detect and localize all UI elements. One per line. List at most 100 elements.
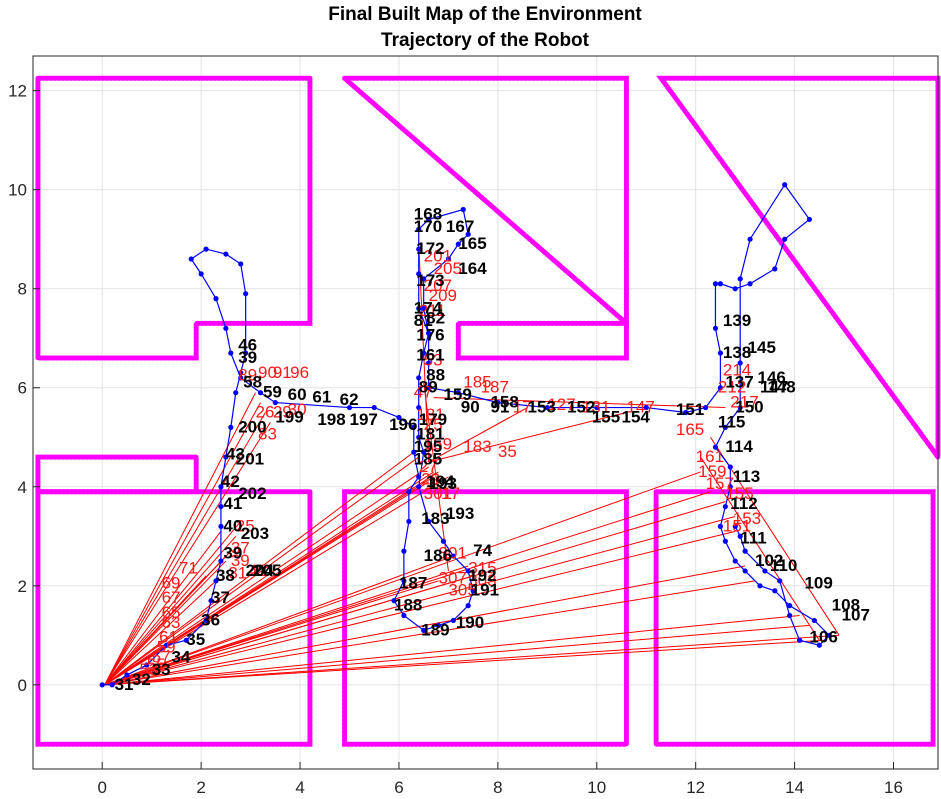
landmark-line <box>104 575 207 686</box>
trajectory-point <box>223 251 229 257</box>
landmark-line <box>104 451 415 686</box>
trajectory-point <box>406 489 412 495</box>
landmark-label: 53 <box>424 350 443 369</box>
landmark-label: 29 <box>273 402 292 421</box>
x-tick-label: 6 <box>394 778 403 797</box>
pose-label: 109 <box>804 573 832 592</box>
landmark-label: 25 <box>236 516 255 535</box>
landmark-line <box>104 580 756 686</box>
pose-label: 200 <box>238 417 266 436</box>
pose-label: 152 <box>567 398 595 417</box>
trajectory-point <box>188 256 194 262</box>
landmark-line <box>104 560 227 686</box>
landmark-label: 59 <box>157 638 176 657</box>
trajectory-point <box>218 503 224 510</box>
y-tick-label: 8 <box>18 280 27 299</box>
trajectory-point <box>198 271 204 277</box>
landmark-label: 127 <box>547 395 575 414</box>
y-tick-label: 12 <box>8 82 27 101</box>
trajectory-point <box>421 276 427 282</box>
landmark-line <box>104 471 701 686</box>
landmark-line <box>104 535 237 686</box>
trajectory-point <box>213 296 219 302</box>
landmark-line <box>104 555 454 686</box>
pose-label: 165 <box>458 234 486 253</box>
landmark-label: 165 <box>676 420 704 439</box>
trajectory-point <box>421 350 427 356</box>
pose-label: 201 <box>236 449 264 468</box>
pose-label: 88 <box>426 365 445 384</box>
pose-label: 161 <box>416 346 444 365</box>
landmark-line <box>428 407 528 463</box>
trajectory-point <box>421 449 427 455</box>
map-wall-bottom-right-room <box>653 489 936 747</box>
pose-label: 179 <box>419 410 447 429</box>
pose-label: 172 <box>416 239 444 258</box>
pose-label: 90 <box>461 398 480 417</box>
trajectory-point <box>406 518 412 525</box>
pose-label: 42 <box>221 472 240 491</box>
pose-label: 108 <box>832 596 860 615</box>
landmark-label: 301 <box>424 484 452 503</box>
landmark-line <box>104 634 840 686</box>
landmark-line <box>104 466 429 686</box>
pose-label: 189 <box>421 620 449 639</box>
landmark-label: 151 <box>723 516 751 535</box>
pose-label: 188 <box>394 596 422 615</box>
trajectory-point <box>109 682 115 688</box>
pose-label: 187 <box>399 573 427 592</box>
landmark-label: 131 <box>582 398 610 417</box>
pose-label: 41 <box>223 494 242 513</box>
pose-label: 82 <box>426 308 445 327</box>
trajectory-point <box>144 662 150 668</box>
x-tick-label: 10 <box>587 778 606 797</box>
landmark-label: 205 <box>434 259 462 278</box>
map-wall-bottom-left-room <box>35 489 313 747</box>
trajectory-point <box>346 404 353 411</box>
pose-label: 114 <box>725 437 753 456</box>
trajectory-point <box>465 231 471 237</box>
trajectory-point <box>742 568 748 574</box>
pose-label: 145 <box>748 338 776 357</box>
pose-label: 193 <box>446 504 474 523</box>
pose-label: 102 <box>755 551 783 570</box>
landmark-line <box>104 531 222 686</box>
pose-label: 137 <box>725 373 753 392</box>
landmark-label: 214 <box>723 360 751 379</box>
trajectory-point <box>411 449 417 455</box>
landmark-label: 157 <box>706 474 734 493</box>
trajectory-point <box>742 548 748 554</box>
pose-label: 203 <box>241 524 269 543</box>
trajectory-point <box>737 276 743 282</box>
x-tick-label: 0 <box>98 778 107 797</box>
trajectory-point <box>772 266 778 272</box>
pose-label: 60 <box>288 385 307 404</box>
trajectory-point <box>747 236 753 242</box>
x-tick-label: 12 <box>686 778 705 797</box>
pose-label: 174 <box>414 298 443 317</box>
landmark-label: 307 <box>439 568 467 587</box>
landmark-line <box>710 436 840 636</box>
trajectory-point <box>203 246 209 252</box>
trajectory-point <box>238 370 244 376</box>
landmark-label: 212 <box>718 378 746 397</box>
trajectory-point <box>228 350 234 356</box>
landmark-line <box>104 402 261 686</box>
pose-label: 153 <box>528 398 556 417</box>
trajectory-point <box>727 484 733 490</box>
trajectory-point <box>257 390 264 396</box>
pose-label: 38 <box>216 566 235 585</box>
landmark-line <box>104 491 711 686</box>
landmark-label: 26 <box>256 402 275 421</box>
trajectory-point <box>455 390 461 396</box>
pose-label: 39 <box>238 348 257 367</box>
trajectory-point <box>99 682 105 688</box>
pose-label: 159 <box>443 385 471 404</box>
pose-label: 194 <box>426 472 455 491</box>
trajectory-point <box>416 226 422 232</box>
trajectory-point <box>757 583 763 589</box>
landmark-label: 39 <box>231 551 250 570</box>
trajectory-point <box>806 216 813 222</box>
